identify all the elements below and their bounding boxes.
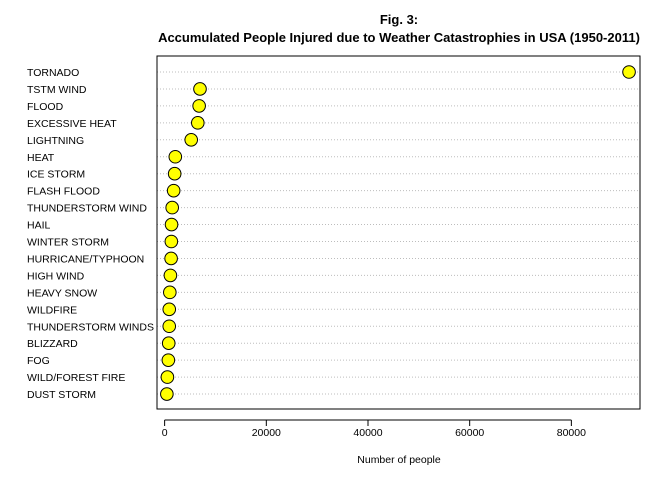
category-label: HURRICANE/TYPHOON <box>27 253 144 265</box>
category-labels: TORNADO TSTM WIND FLOOD EXCESSIVE HEAT LIGHT… <box>27 67 154 401</box>
data-point <box>622 65 636 79</box>
category-label: HEAT <box>27 152 55 164</box>
data-point <box>160 370 175 384</box>
chart-title-line1: Fig. 3: <box>380 12 418 27</box>
category-label: LIGHTNING <box>27 135 84 147</box>
data-point <box>167 166 182 181</box>
x-tick-label: 40000 <box>353 427 382 439</box>
category-label: FOG <box>27 355 50 367</box>
category-label: EXCESSIVE HEAT <box>27 118 117 130</box>
data-point <box>192 99 206 113</box>
category-label: HIGH WIND <box>27 270 85 282</box>
grid-lines <box>157 71 640 395</box>
category-label: WINTER STORM <box>27 237 109 249</box>
category-label: WILD/FOREST FIRE <box>27 372 125 384</box>
category-label: TSTM WIND <box>27 84 87 96</box>
data-point <box>163 285 177 300</box>
data-points <box>160 65 636 401</box>
data-point <box>165 200 179 215</box>
category-label: THUNDERSTORM WIND <box>27 203 147 215</box>
category-label: TORNADO <box>27 67 79 79</box>
data-point <box>163 268 178 283</box>
data-point <box>162 319 177 334</box>
x-tick-label: 80000 <box>557 427 586 439</box>
category-label: ICE STORM <box>27 169 85 181</box>
data-point <box>164 234 179 249</box>
data-point <box>184 133 199 147</box>
category-label: FLOOD <box>27 101 64 113</box>
data-point <box>164 217 179 232</box>
data-point <box>166 183 181 198</box>
category-label: WILDFIRE <box>27 304 77 316</box>
category-label: HAIL <box>27 220 51 232</box>
data-point <box>161 336 176 351</box>
category-label: DUST STORM <box>27 389 96 401</box>
data-point <box>168 149 183 164</box>
category-label: HEAVY SNOW <box>27 287 97 299</box>
x-axis-label: Number of people <box>357 454 441 466</box>
category-label: BLIZZARD <box>27 338 78 350</box>
x-tick-label: 0 <box>162 427 168 439</box>
x-tick-label: 20000 <box>252 427 281 439</box>
x-tick-label: 60000 <box>455 427 484 439</box>
x-axis: 0 20000 40000 60000 80000 <box>162 419 586 439</box>
data-point <box>193 82 207 96</box>
data-point <box>160 387 174 401</box>
chart-title-line2: Accumulated People Injured due to Weathe… <box>158 30 640 45</box>
data-point <box>164 251 178 266</box>
category-label: FLASH FLOOD <box>27 186 100 198</box>
plot-frame <box>156 55 641 410</box>
category-label: THUNDERSTORM WINDS <box>27 321 154 333</box>
data-point <box>161 353 176 367</box>
data-point <box>162 302 177 317</box>
data-point <box>191 116 205 130</box>
